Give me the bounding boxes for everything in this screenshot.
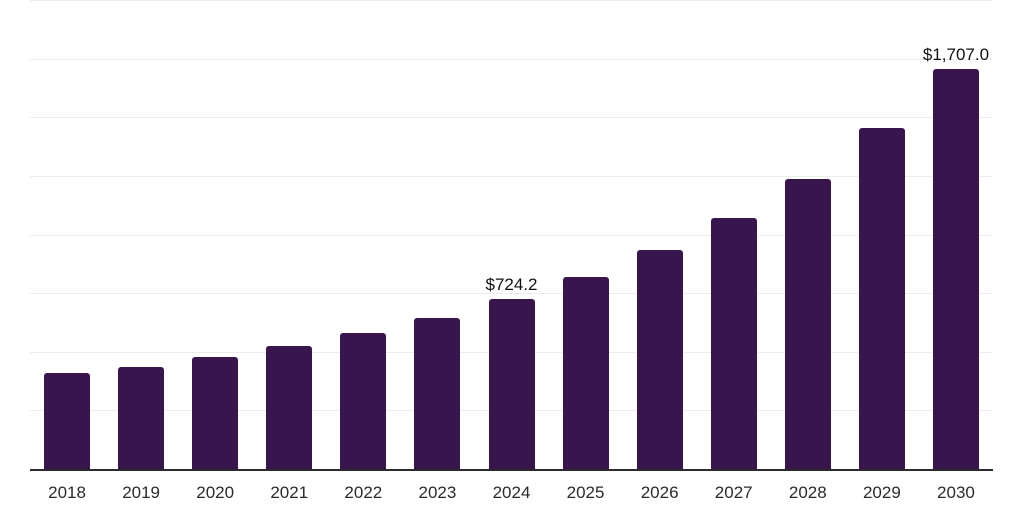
- gridline-1000: [30, 234, 993, 236]
- bar-2020: [192, 356, 239, 469]
- x-tick-label-2026: 2026: [640, 483, 679, 502]
- bar-2024: [488, 299, 535, 469]
- x-tick-label-2024: 2024: [492, 483, 531, 502]
- bar-2026: [636, 249, 683, 469]
- x-tick-label-2022: 2022: [344, 483, 383, 502]
- x-tick-label-2018: 2018: [48, 483, 86, 502]
- x-tick-label-2021: 2021: [270, 483, 309, 502]
- gridline-1750: [30, 58, 993, 60]
- bar-2027: [710, 217, 757, 469]
- x-tick-label-2025: 2025: [566, 483, 605, 502]
- bar-2018: [44, 373, 91, 469]
- bar-2021: [266, 346, 313, 469]
- bar-2022: [340, 332, 387, 469]
- bar-2023: [414, 317, 461, 469]
- x-tick-label-2027: 2027: [714, 483, 753, 502]
- x-tick-label-2020: 2020: [196, 483, 235, 502]
- bar-value-label-2024: $724.2: [485, 275, 538, 295]
- gridline-2000: [30, 0, 993, 1]
- bar-2028: [784, 178, 831, 469]
- x-tick-label-2029: 2029: [862, 483, 901, 502]
- plot-area: $724.2 $1,707.0: [30, 0, 993, 471]
- x-axis-tick-labels: 2018 2019 2020 2021 2022 2023 2024 2025 2026 2027…: [30, 483, 993, 507]
- x-tick-label-2019: 2019: [122, 483, 161, 502]
- gridline-1500: [30, 117, 993, 119]
- gridline-750: [30, 293, 993, 295]
- gridline-1250: [30, 175, 993, 177]
- bar-2029: [858, 128, 905, 469]
- bar-value-label-2030: $1,707.0: [922, 44, 990, 64]
- bar-2025: [562, 276, 609, 469]
- x-tick-label-2030: 2030: [937, 483, 975, 502]
- x-tick-label-2028: 2028: [788, 483, 827, 502]
- bar-2030: [932, 68, 979, 469]
- bar-2019: [118, 366, 165, 469]
- x-tick-label-2023: 2023: [418, 483, 457, 502]
